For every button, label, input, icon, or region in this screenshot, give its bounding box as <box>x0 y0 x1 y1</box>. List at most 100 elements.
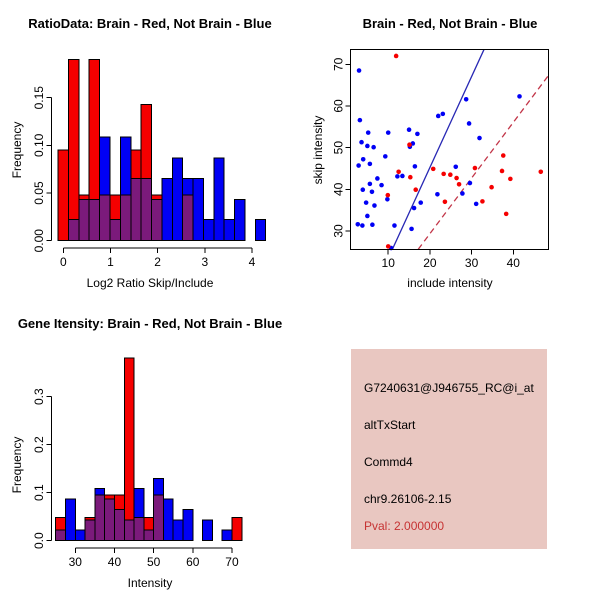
data-point <box>517 94 522 99</box>
blue-bar <box>221 529 233 542</box>
blue-bar <box>234 199 246 242</box>
blue-bar <box>254 219 267 242</box>
data-point <box>367 181 373 187</box>
data-point <box>413 187 419 193</box>
data-point <box>472 165 478 171</box>
data-point <box>430 166 436 172</box>
data-point <box>369 189 375 195</box>
data-point <box>411 205 417 211</box>
data-point <box>379 182 384 188</box>
data-point <box>375 176 380 181</box>
data-point <box>477 135 482 141</box>
gene-info-panel: G7240631@J946755_RC@i_at altTxStart Comm… <box>351 349 547 549</box>
data-point <box>538 169 544 175</box>
blue-bar <box>192 178 204 242</box>
data-point <box>372 203 377 208</box>
data-point <box>363 200 369 205</box>
overlap-bar <box>133 517 145 542</box>
x-tick-label: 3 <box>201 255 208 269</box>
y-tick-label: 0.3 <box>32 388 46 405</box>
data-point <box>480 199 485 204</box>
y-tick-label: 0.2 <box>32 436 46 453</box>
axes <box>46 396 233 553</box>
x-tick-label: 10 <box>382 256 396 270</box>
overlap-bar <box>123 519 135 542</box>
histogram-bars <box>55 357 243 542</box>
overlap-bar <box>140 178 153 242</box>
data-point <box>460 191 465 196</box>
data-point <box>412 164 418 169</box>
data-point <box>435 113 441 119</box>
ratio-hist-xlabel: Log2 Ratio Skip/Include <box>86 276 214 290</box>
data-point <box>392 223 397 228</box>
data-point <box>385 130 391 135</box>
data-point <box>356 163 361 168</box>
overlap-bar <box>99 194 111 242</box>
ratio-hist-ylabel: Frequency <box>10 121 24 179</box>
x-tick-label: 1 <box>107 255 114 269</box>
data-point <box>365 213 370 219</box>
not-brain-fit-line <box>391 49 485 250</box>
overlap-bar <box>119 194 132 242</box>
overlap-bar <box>130 178 142 242</box>
data-point <box>448 172 453 178</box>
blue-bar <box>65 498 76 542</box>
gene-hist-xlabel: Intensity <box>127 576 173 590</box>
ratio-hist-title: RatioData: Brain - Red, Not Brain - Blue <box>28 16 272 31</box>
x-tick-label: 40 <box>507 256 521 270</box>
data-point <box>415 131 420 137</box>
red-points <box>385 53 544 249</box>
overlap-bar <box>104 498 115 542</box>
data-point <box>365 143 370 149</box>
data-point <box>466 121 472 126</box>
y-tick-label: 0.15 <box>32 86 46 110</box>
y-tick-label: 30 <box>332 224 346 238</box>
x-tick-label: 20 <box>423 256 437 270</box>
y-tick-label: 70 <box>332 57 346 71</box>
data-point <box>385 244 391 249</box>
data-point <box>467 180 473 186</box>
red-bar <box>231 517 243 542</box>
data-point <box>357 117 363 123</box>
data-point <box>489 184 494 190</box>
scatter-xlabel: include intensity <box>407 276 493 290</box>
tick-labels: 0 1 2 3 4 0.00 0.05 0.10 0.15 <box>32 86 255 269</box>
overlap-bar <box>182 194 194 242</box>
intensity-scatter-plot: 10 20 30 40 30 40 50 60 70 <box>332 48 550 270</box>
x-tick-label: 50 <box>147 555 161 569</box>
blue-bar <box>172 519 184 542</box>
data-point <box>395 174 400 179</box>
data-point <box>385 192 391 198</box>
data-point <box>473 201 479 207</box>
overlap-bar <box>109 219 121 242</box>
data-point <box>440 111 446 117</box>
x-tick-label: 30 <box>465 256 479 270</box>
data-point <box>463 97 469 102</box>
red-bar <box>67 59 80 242</box>
scatter-title: Brain - Red, Not Brain - Blue <box>362 16 538 31</box>
y-tick-label: 0.1 <box>32 484 46 501</box>
overlap-bar <box>67 219 80 242</box>
data-point <box>370 222 375 228</box>
data-point <box>355 222 361 227</box>
fit-lines <box>391 49 549 250</box>
data-point <box>393 53 399 59</box>
tick-labels: 10 20 30 40 30 40 50 60 70 <box>332 57 521 270</box>
blue-bar <box>182 509 194 542</box>
data-point <box>396 169 401 175</box>
data-point <box>441 171 446 177</box>
blue-bar <box>202 219 215 242</box>
x-tick-label: 40 <box>108 555 122 569</box>
data-point <box>382 154 388 159</box>
data-point <box>408 174 413 180</box>
y-tick-label: 60 <box>332 99 346 113</box>
red-bar <box>57 149 69 242</box>
overlap-bar <box>153 494 164 542</box>
data-point <box>367 161 373 167</box>
data-point <box>435 192 440 197</box>
probe-id-text: G7240631@J946755_RC@i_at <box>364 381 534 395</box>
data-point <box>407 142 412 148</box>
data-point <box>400 173 405 179</box>
data-point <box>454 175 459 181</box>
blue-bar <box>162 498 174 542</box>
